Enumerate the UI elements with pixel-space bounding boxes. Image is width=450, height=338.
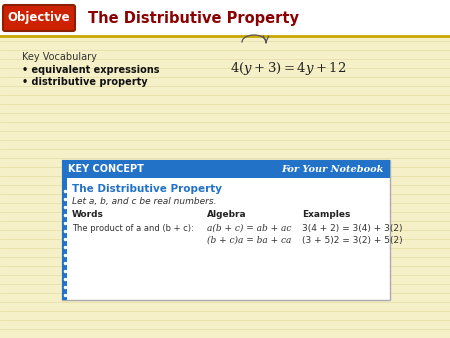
Bar: [62, 178, 67, 300]
Text: • equivalent expressions: • equivalent expressions: [22, 65, 159, 75]
Text: Algebra: Algebra: [207, 210, 247, 219]
Bar: [0, 0, 450, 36]
Text: Key Vocabulary: Key Vocabulary: [22, 52, 97, 62]
FancyBboxPatch shape: [3, 5, 75, 31]
Text: For Your Notebook: For Your Notebook: [282, 165, 384, 173]
Text: Words: Words: [72, 210, 104, 219]
Bar: [62, 160, 390, 300]
Text: (b + c)a = ba + ca: (b + c)a = ba + ca: [207, 236, 292, 245]
Bar: [62, 160, 390, 178]
Text: The Distributive Property: The Distributive Property: [88, 10, 299, 25]
Text: 3(4 + 2) = 3(4) + 3(2): 3(4 + 2) = 3(4) + 3(2): [302, 224, 402, 233]
Text: Let a, b, and c be real numbers.: Let a, b, and c be real numbers.: [72, 197, 216, 206]
Text: The Distributive Property: The Distributive Property: [72, 184, 222, 194]
Text: KEY CONCEPT: KEY CONCEPT: [68, 164, 144, 174]
Text: $4(y + 3) = 4y + 12$: $4(y + 3) = 4y + 12$: [230, 60, 346, 77]
Text: Examples: Examples: [302, 210, 351, 219]
Text: The product of a and (b + c):: The product of a and (b + c):: [72, 224, 194, 233]
Text: (3 + 5)2 = 3(2) + 5(2): (3 + 5)2 = 3(2) + 5(2): [302, 236, 403, 245]
Text: • distributive property: • distributive property: [22, 77, 148, 87]
Text: a(b + c) = ab + ac: a(b + c) = ab + ac: [207, 224, 292, 233]
Text: Objective: Objective: [8, 11, 70, 24]
